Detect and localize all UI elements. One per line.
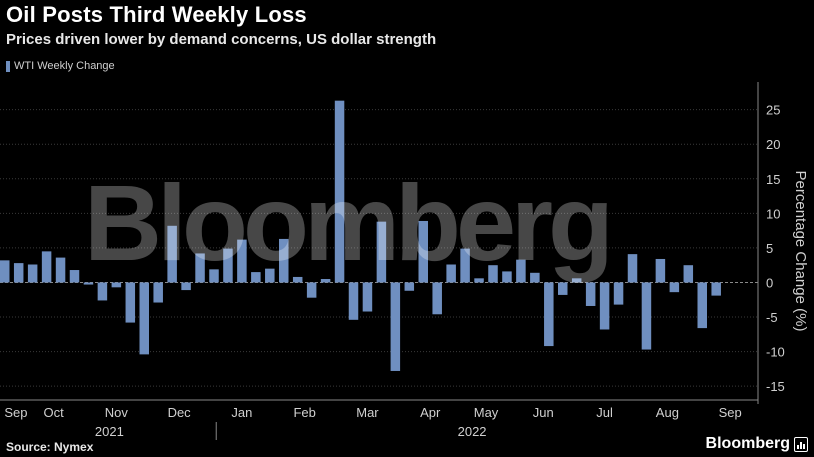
bar	[460, 248, 470, 283]
bar	[153, 282, 163, 303]
bar	[376, 221, 387, 283]
x-tick-label: Mar	[356, 405, 379, 420]
bar	[613, 282, 624, 305]
bar	[362, 282, 373, 312]
bar	[279, 238, 289, 283]
bar	[530, 272, 540, 283]
bar	[488, 265, 498, 283]
x-tick-label: Oct	[43, 405, 64, 420]
bar	[83, 282, 94, 285]
legend: WTI Weekly Change	[6, 60, 115, 72]
bar	[599, 282, 610, 330]
bar	[697, 282, 707, 329]
year-label: 2022	[458, 424, 487, 439]
watermark: Bloomberg	[84, 162, 614, 283]
bar	[571, 278, 582, 283]
bar	[683, 265, 694, 283]
bar	[0, 260, 10, 283]
brand-logo: Bloomberg	[706, 435, 808, 453]
y-tick-label: -10	[766, 345, 785, 360]
bar	[97, 282, 108, 301]
x-tick-label: Aug	[656, 405, 679, 420]
bar	[251, 272, 261, 283]
bar	[69, 270, 80, 283]
bars-layer	[0, 100, 721, 371]
chart-title: Oil Posts Third Weekly Loss	[6, 2, 307, 27]
bar	[418, 220, 428, 283]
y-tick-label: 15	[766, 172, 780, 187]
bar	[432, 282, 442, 315]
y-tick-label: 25	[766, 103, 780, 118]
bar	[125, 282, 136, 323]
bar	[111, 282, 122, 288]
y-tick-label: -15	[766, 379, 785, 394]
bar	[502, 271, 512, 283]
bar	[320, 279, 331, 283]
bar	[404, 282, 415, 291]
bar	[585, 282, 596, 306]
x-tick-label: Feb	[293, 405, 315, 420]
bar	[13, 263, 24, 283]
bar	[237, 239, 247, 283]
bar	[334, 100, 345, 283]
bar	[446, 264, 456, 283]
bar	[641, 282, 652, 350]
chart-subtitle: Prices driven lower by demand concerns, …	[6, 31, 437, 48]
year-label: 2021	[95, 424, 124, 439]
bar	[306, 282, 317, 298]
brand-name: Bloomberg	[705, 435, 790, 452]
bar	[209, 269, 219, 283]
bar	[27, 264, 38, 283]
y-tick-label: 0	[766, 275, 773, 290]
bar	[474, 278, 484, 283]
bar-chart: 25 20 15 10 5 0 -5 -10 -15 Sep Oct Nov Dec Jan Feb Mar A…	[0, 82, 809, 440]
bar	[181, 282, 191, 291]
bar	[390, 282, 401, 371]
x-tick-label: Sep	[4, 405, 27, 420]
bar	[265, 268, 275, 283]
x-tick-label: Nov	[105, 405, 129, 420]
bar	[558, 282, 568, 295]
y-tick-label: 20	[766, 137, 780, 152]
bar	[655, 258, 666, 283]
bar	[167, 225, 177, 283]
bar	[139, 282, 149, 355]
bar	[516, 259, 526, 283]
bar	[669, 282, 680, 293]
x-tick-label: Sep	[719, 405, 742, 420]
bar	[544, 282, 554, 347]
y-tick-label: -5	[766, 310, 778, 325]
chart-icon	[794, 436, 808, 452]
bar	[55, 257, 66, 283]
legend-label: WTI Weekly Change	[14, 60, 115, 72]
bar	[292, 276, 303, 283]
axis-layer: 25 20 15 10 5 0 -5 -10 -15 Sep Oct Nov Dec Jan Feb Mar A…	[0, 82, 809, 440]
bar	[348, 282, 359, 320]
legend-swatch	[6, 60, 10, 72]
bar	[711, 282, 721, 296]
x-tick-label: Dec	[168, 405, 192, 420]
source-note: Source: Nymex	[6, 440, 94, 454]
y-axis-title: Percentage Change (%)	[792, 171, 809, 332]
bar	[223, 248, 233, 283]
x-tick-label: Jun	[533, 405, 554, 420]
x-tick-label: May	[474, 405, 499, 420]
bar	[627, 254, 638, 283]
bar	[41, 251, 52, 283]
bar	[195, 253, 205, 283]
x-tick-label: Apr	[420, 405, 441, 420]
y-tick-label: 5	[766, 241, 773, 256]
x-tick-label: Jan	[231, 405, 252, 420]
x-tick-label: Jul	[596, 405, 613, 420]
y-tick-label: 10	[766, 206, 780, 221]
